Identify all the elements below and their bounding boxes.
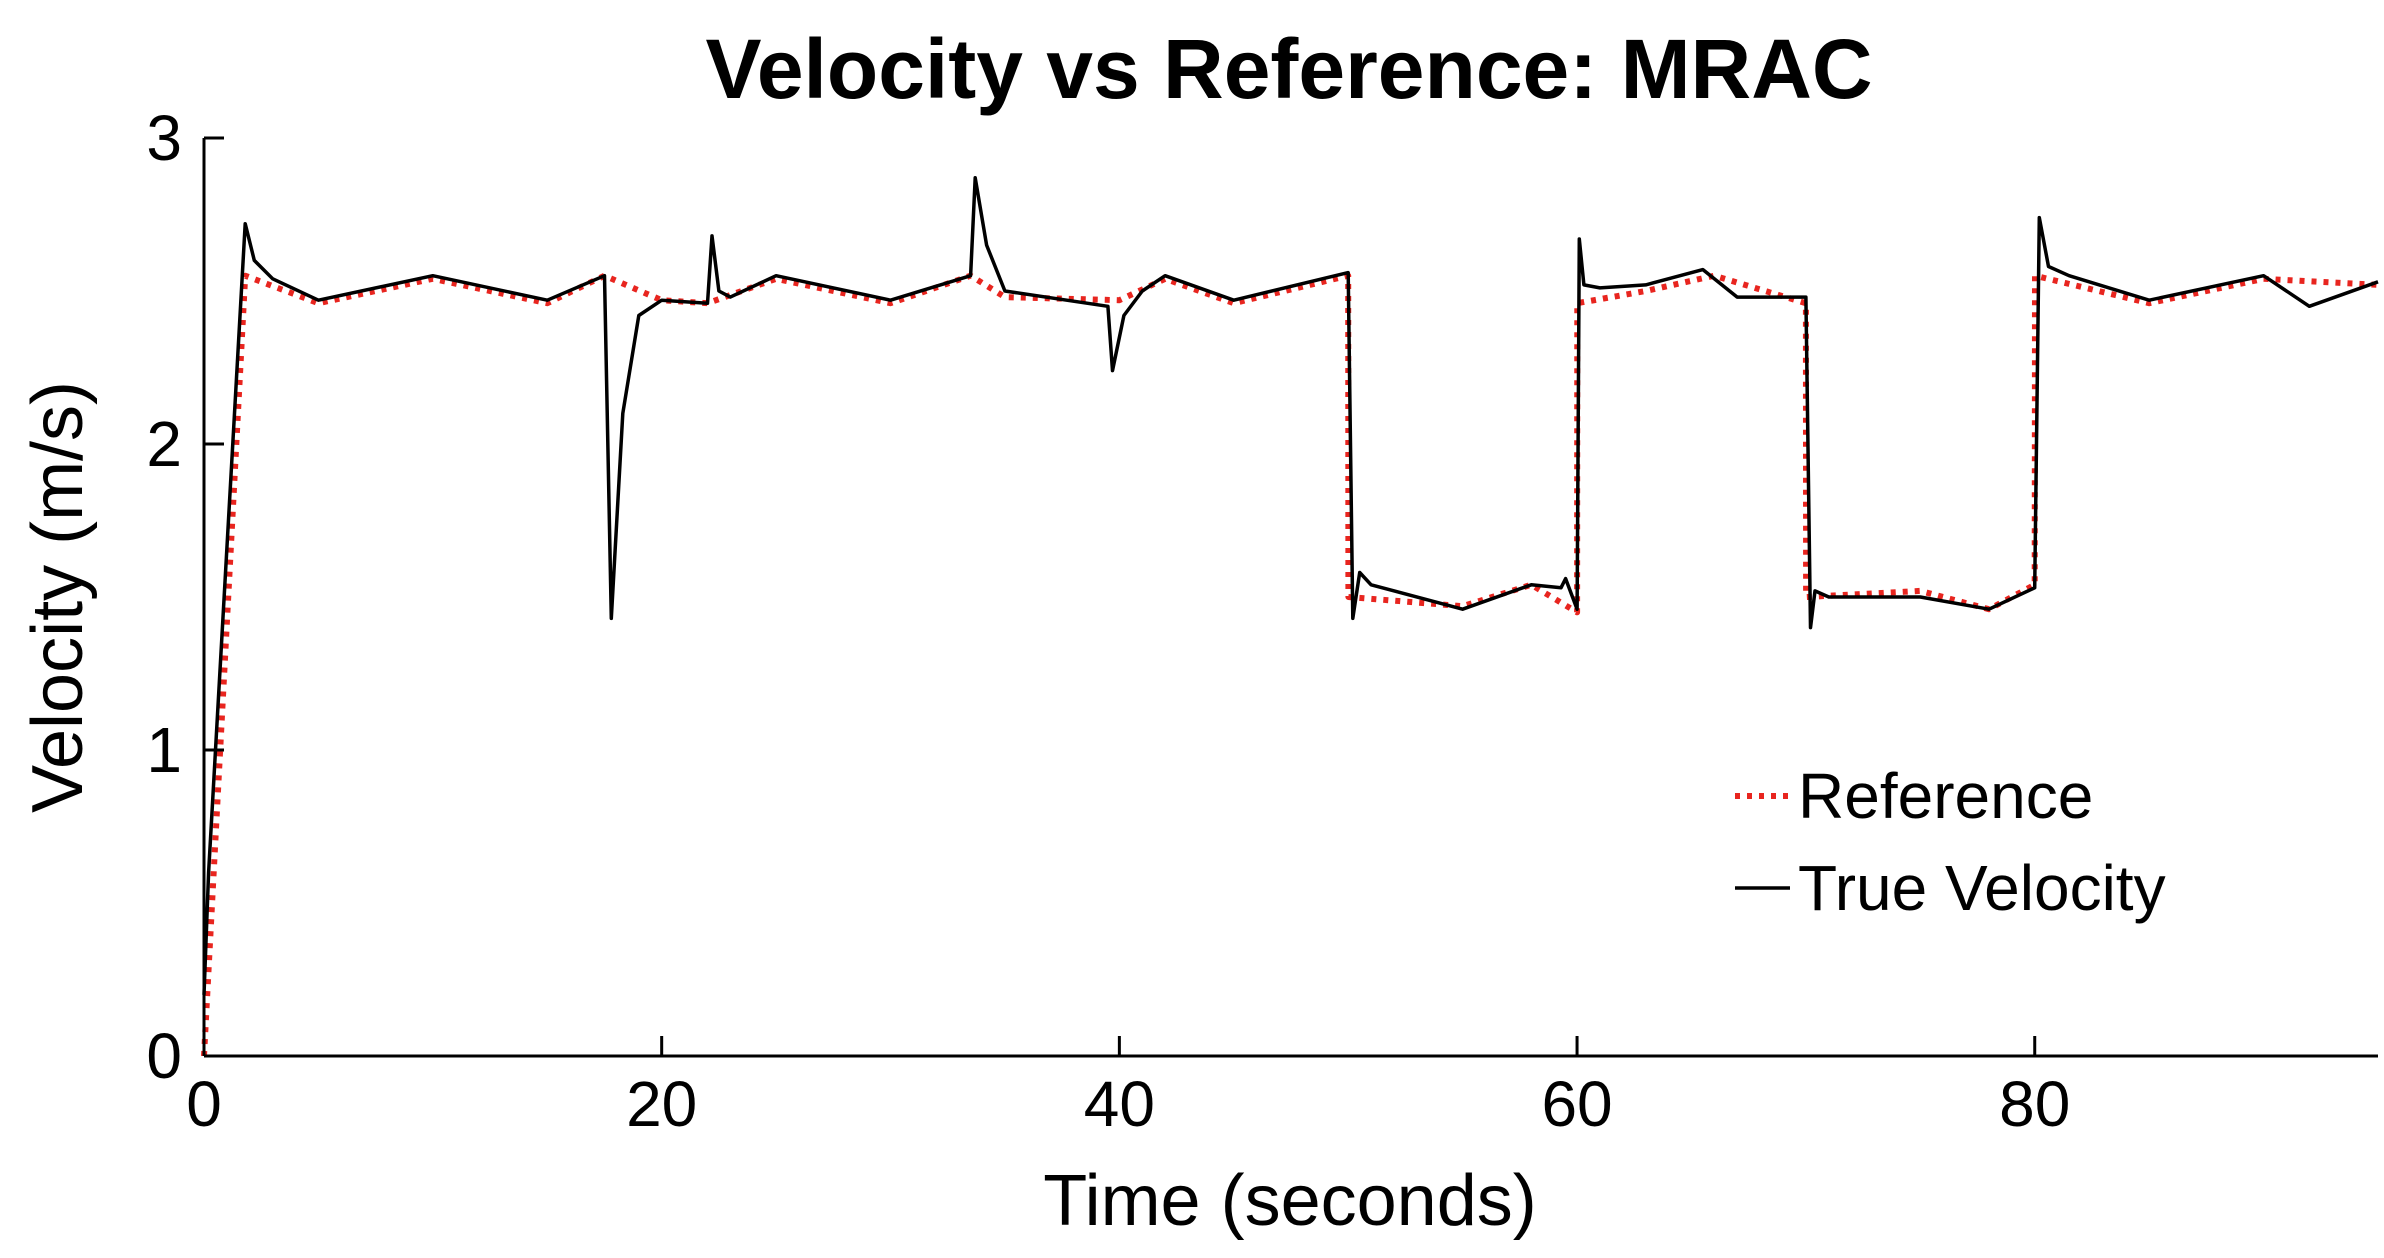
- x-tick-label: 60: [1541, 1068, 1612, 1140]
- axes: [202, 136, 2378, 1058]
- y-tick-label: 1: [146, 714, 182, 786]
- x-tick-label: 20: [626, 1068, 697, 1140]
- chart-title: Velocity vs Reference: MRAC: [705, 22, 1872, 116]
- x-axis-label: Time (seconds): [1043, 1161, 1536, 1241]
- y-tick-label: 3: [146, 102, 182, 174]
- x-tick-label: 80: [1999, 1068, 2070, 1140]
- x-tick-label: 40: [1084, 1068, 1155, 1140]
- plot-area: [201, 176, 2379, 1057]
- y-axis-label: Velocity (m/s): [18, 381, 98, 813]
- series-line-true-velocity: [202, 176, 2379, 995]
- x-tick-label: 0: [186, 1068, 222, 1140]
- series-line-reference: [201, 272, 2379, 1057]
- legend-label-true-velocity: True Velocity: [1798, 852, 2166, 924]
- legend: Reference True Velocity: [1735, 760, 2166, 924]
- y-tick-label: 0: [146, 1020, 182, 1092]
- legend-label-reference: Reference: [1798, 760, 2093, 832]
- y-tick-label: 2: [146, 408, 182, 480]
